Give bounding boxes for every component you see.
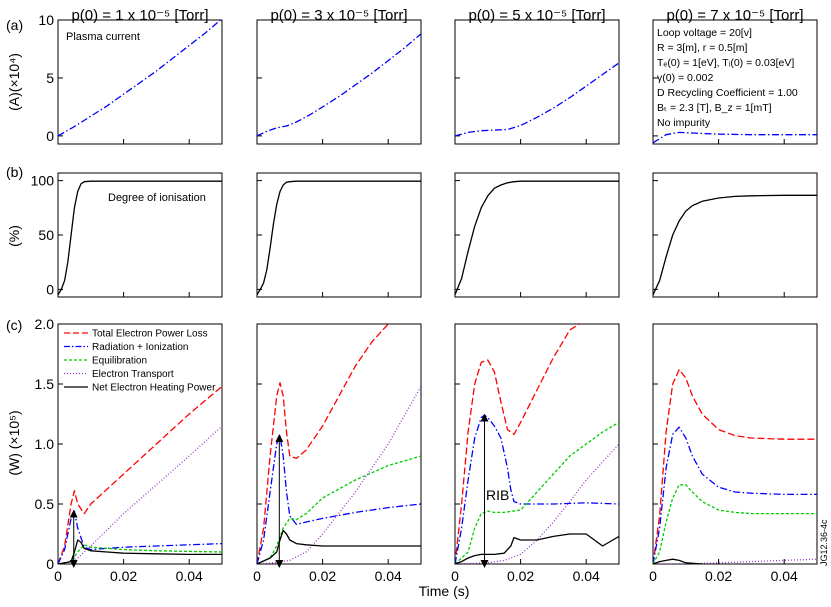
x-tick-label-2-2: 0.04 <box>375 568 402 584</box>
x-tick-label-3-1: 0.02 <box>507 568 534 584</box>
series-c-col4-radiation-ionization <box>653 426 817 564</box>
series-c-col2-total-electron-power-loss <box>257 324 389 564</box>
y-tick-label-c-4: 2.0 <box>35 316 55 332</box>
legend-label-net-heating: Net Electron Heating Power <box>92 383 216 394</box>
y-tick-label-b-2: 100 <box>31 173 55 189</box>
param-line-6: Bₜ = 2.3 [T], B_z = 1[mT] <box>657 102 772 114</box>
column-title-1: p(0) = 1 x 10⁻⁵ [Torr] <box>71 7 208 24</box>
x-tick-label-1-0: 0 <box>54 568 62 584</box>
panel-frame-c-4 <box>652 323 818 565</box>
series-b-col4 <box>653 194 817 296</box>
x-tick-label-1-1: 0.02 <box>110 568 137 584</box>
series-a-col3 <box>455 62 619 137</box>
series-c-col3-electron-transport <box>455 443 619 564</box>
x-tick-label-4-2: 0.04 <box>771 568 798 584</box>
panel-frame-a-2 <box>256 19 422 145</box>
legend: Total Electron Power Loss Radiation + Io… <box>64 329 216 394</box>
legend-label-total-loss: Total Electron Power Loss <box>92 329 208 340</box>
x-tick-label-4-1: 0.02 <box>705 568 732 584</box>
x-axis-label: Time (s) <box>419 583 470 599</box>
legend-label-transport: Electron Transport <box>92 369 174 380</box>
column-title-2: p(0) = 3 x 10⁻⁵ [Torr] <box>270 7 407 24</box>
y-tick-label-a-0: 0 <box>46 128 54 144</box>
panel-frame-c-3 <box>454 323 620 565</box>
series-a-col2 <box>257 33 421 137</box>
panel-label-a: (a) <box>6 17 23 33</box>
x-tick-label-2-0: 0 <box>253 568 261 584</box>
series-c-col3-total-electron-power-loss <box>455 324 580 564</box>
column-title-4: p(0) = 7 x 10⁻⁵ [Torr] <box>666 7 803 24</box>
param-line-5: D Recycling Coefficient = 1.00 <box>657 87 798 99</box>
series-c-col2-equilibration <box>257 455 421 564</box>
legend-label-equilibration: Equilibration <box>92 356 147 367</box>
x-tick-label-1-2: 0.04 <box>176 568 203 584</box>
x-tick-label-2-1: 0.02 <box>309 568 336 584</box>
panel-label-c: (c) <box>6 317 22 333</box>
figure-code: JG12.36-4c <box>819 519 829 566</box>
panel-frame-b-2 <box>256 172 422 298</box>
y-tick-label-a-2: 10 <box>38 12 54 28</box>
y-tick-label-c-3: 1.5 <box>35 376 55 392</box>
series-b-col3 <box>455 180 619 296</box>
series-c-col4-net-electron-heating-power <box>653 558 712 564</box>
column-title-3: p(0) = 5 x 10⁻⁵ [Torr] <box>468 7 605 24</box>
series-c-col1-radiation-ionization <box>58 510 222 564</box>
plasma-current-label: Plasma current <box>66 31 140 43</box>
series-c-col4-equilibration <box>653 484 817 564</box>
param-line-2: R = 3[m], r = 0.5[m] <box>657 42 748 54</box>
series-c-col1-electron-transport <box>58 425 222 564</box>
param-line-4: γ(0) = 0.002 <box>657 72 713 84</box>
panel-label-b: (b) <box>6 164 23 180</box>
series-c-col3-equilibration <box>455 421 619 564</box>
series-c-col1-net-electron-heating-power <box>58 539 222 564</box>
x-tick-label-3-2: 0.04 <box>573 568 600 584</box>
y-tick-label-c-1: 0.5 <box>35 496 55 512</box>
panel-frame-a-1 <box>57 19 223 145</box>
series-c-col2-radiation-ionization <box>257 434 421 564</box>
series-c-col2-electron-transport <box>257 386 421 564</box>
series-b-col1 <box>58 180 222 296</box>
x-tick-label-3-0: 0 <box>451 568 459 584</box>
series-b-col2 <box>257 180 421 296</box>
series-a-col4 <box>653 131 817 144</box>
y-tick-label-b-1: 50 <box>38 227 54 243</box>
degree-ionisation-label: Degree of ionisation <box>108 192 206 204</box>
series-a-col1 <box>58 20 222 137</box>
series-c-col2-net-electron-heating-power <box>257 529 421 564</box>
param-line-1: Loop voltage = 20[v] <box>657 27 752 39</box>
rib-label: RIB <box>486 487 509 503</box>
series-c-col4-total-electron-power-loss <box>653 368 817 564</box>
y-tick-label-a-1: 5 <box>46 70 54 86</box>
panel-frame-b-4 <box>652 172 818 298</box>
y-tick-label-b-0: 0 <box>46 281 54 297</box>
parameters-box: Loop voltage = 20[v] R = 3[m], r = 0.5[m… <box>657 27 798 129</box>
series-c-col3-net-electron-heating-power <box>455 533 619 564</box>
y-tick-label-c-2: 1.0 <box>35 436 55 452</box>
param-line-3: Tₑ(0) = 1[eV], Tᵢ(0) = 0.03[eV] <box>657 57 794 69</box>
series-c-col1-total-electron-power-loss <box>58 385 222 564</box>
x-tick-label-4-0: 0 <box>649 568 657 584</box>
y-axis-label-b: (%) <box>6 225 22 247</box>
param-line-7: No impurity <box>657 117 711 129</box>
y-tick-label-c-0: 0 <box>46 556 54 572</box>
legend-label-radiation: Radiation + Ionization <box>92 342 188 353</box>
panel-frame-a-4 <box>652 19 818 145</box>
y-axis-label-a: (A)(×10⁴) <box>6 53 22 111</box>
panel-frame-a-3 <box>454 19 620 145</box>
panel-frame-b-3 <box>454 172 620 298</box>
y-axis-label-c: (W) (×10⁵) <box>6 410 22 475</box>
